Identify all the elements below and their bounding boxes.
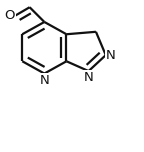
- Text: N: N: [39, 74, 49, 86]
- Text: N: N: [106, 49, 115, 62]
- Text: N: N: [84, 71, 93, 84]
- Text: O: O: [4, 9, 15, 22]
